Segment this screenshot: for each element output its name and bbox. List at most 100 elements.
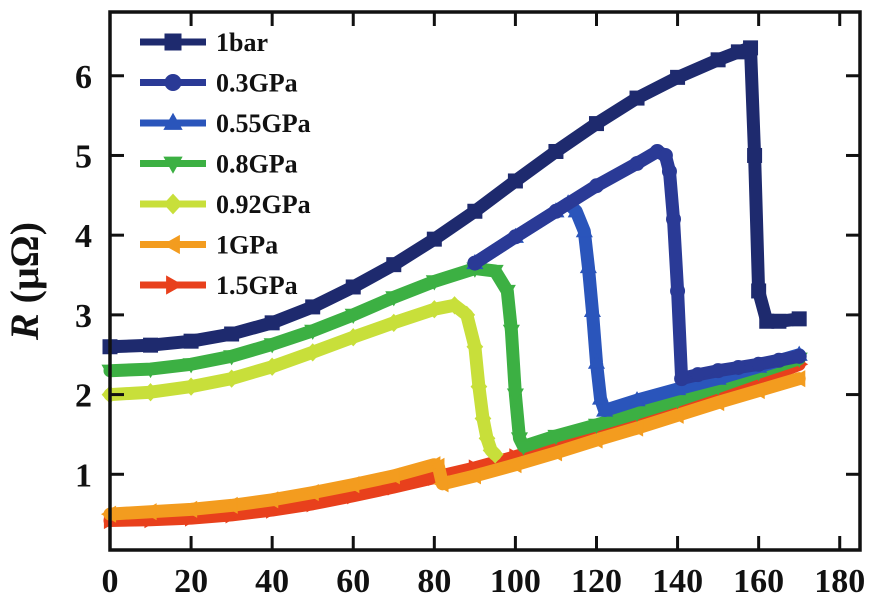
data-point [710, 363, 726, 379]
data-point [710, 52, 726, 68]
data-point [548, 203, 564, 219]
data-point [385, 291, 403, 307]
data-point [502, 324, 520, 340]
series-layer [100, 40, 809, 530]
data-point [344, 308, 362, 324]
y-tick-label: 1 [75, 457, 92, 494]
series-1GPa [100, 370, 806, 523]
data-point [547, 429, 565, 446]
y-tick-label: 6 [75, 59, 92, 96]
data-point [467, 255, 483, 271]
series-0.3GPa [467, 143, 807, 387]
data-point [670, 283, 686, 299]
data-point [627, 419, 644, 437]
data-point [474, 409, 492, 428]
legend-item: 0.8GPa [140, 150, 298, 179]
data-point [674, 371, 690, 387]
data-point [222, 496, 238, 514]
data-point [591, 389, 610, 405]
data-point [182, 377, 200, 396]
data-point [470, 377, 488, 396]
data-point [791, 348, 807, 364]
data-point [771, 313, 787, 329]
legend-marker [166, 275, 184, 295]
data-point [486, 445, 504, 464]
data-point [751, 283, 767, 299]
data-point [263, 357, 281, 376]
data-point [743, 40, 759, 56]
legend-marker [164, 74, 182, 91]
series-line [103, 262, 806, 453]
data-point [344, 328, 362, 347]
x-tick-label: 40 [255, 563, 289, 600]
data-point [182, 500, 198, 518]
data-point [506, 456, 522, 474]
data-point [425, 300, 443, 319]
data-point [433, 475, 449, 493]
data-point [263, 338, 281, 354]
data-point [347, 487, 363, 505]
x-tick-label: 180 [814, 563, 865, 600]
data-point [583, 301, 601, 317]
data-point [465, 467, 481, 485]
data-point [629, 90, 645, 106]
x-tick-label: 80 [417, 563, 451, 600]
data-point [304, 324, 322, 340]
data-point [567, 202, 585, 218]
data-point [666, 211, 682, 227]
data-point [514, 440, 533, 456]
legend-label: 0.55GPa [216, 109, 311, 138]
data-point [263, 491, 279, 509]
data-point [143, 337, 159, 353]
data-point [657, 147, 673, 163]
data-point [446, 296, 463, 315]
data-point [628, 391, 646, 407]
y-tick-label: 2 [75, 378, 92, 415]
data-point [575, 222, 593, 238]
data-point [670, 69, 686, 85]
data-point [749, 382, 765, 400]
x-tick-label: 160 [733, 563, 784, 600]
data-point [425, 275, 443, 291]
legend-label: 0.92GPa [216, 190, 311, 219]
legend-item: 0.3GPa [140, 69, 298, 98]
data-point [223, 350, 241, 366]
data-point [182, 358, 200, 374]
y-axis-label-unit: (μΩ) [2, 222, 47, 313]
data-point [668, 406, 684, 424]
data-point [751, 356, 767, 372]
data-point [386, 257, 402, 273]
legend-marker [163, 112, 183, 130]
y-axis-label-symbol: R [2, 313, 47, 341]
legend-item: 1.5GPa [140, 271, 298, 300]
data-point [588, 178, 604, 194]
data-point [466, 337, 484, 356]
data-point [510, 432, 529, 448]
data-point [387, 478, 403, 496]
data-point [548, 143, 564, 159]
data-point [384, 467, 400, 485]
y-tick-label: 3 [75, 298, 92, 335]
data-point [304, 343, 322, 362]
data-point [579, 257, 597, 274]
data-point [790, 370, 806, 388]
legend-marker [163, 156, 183, 174]
data-point [183, 333, 199, 349]
y-tick-label: 5 [75, 138, 92, 175]
data-point [467, 203, 483, 219]
legend-label: 1.5GPa [216, 271, 298, 300]
data-point [385, 313, 403, 332]
data-point [141, 362, 160, 379]
data-point [345, 279, 361, 295]
data-point [303, 484, 319, 502]
data-point [730, 359, 746, 375]
x-tick-label: 100 [490, 563, 541, 600]
data-point [264, 315, 280, 331]
legend: 1bar 0.3GPa 0.55GPa 0.8GPa 0.92GPa 1GPa 1.5GPa [140, 28, 311, 300]
data-point [142, 383, 159, 402]
data-point [426, 231, 442, 247]
data-point [791, 311, 807, 327]
data-point [141, 503, 157, 521]
data-point [224, 326, 240, 342]
data-point [223, 369, 240, 388]
